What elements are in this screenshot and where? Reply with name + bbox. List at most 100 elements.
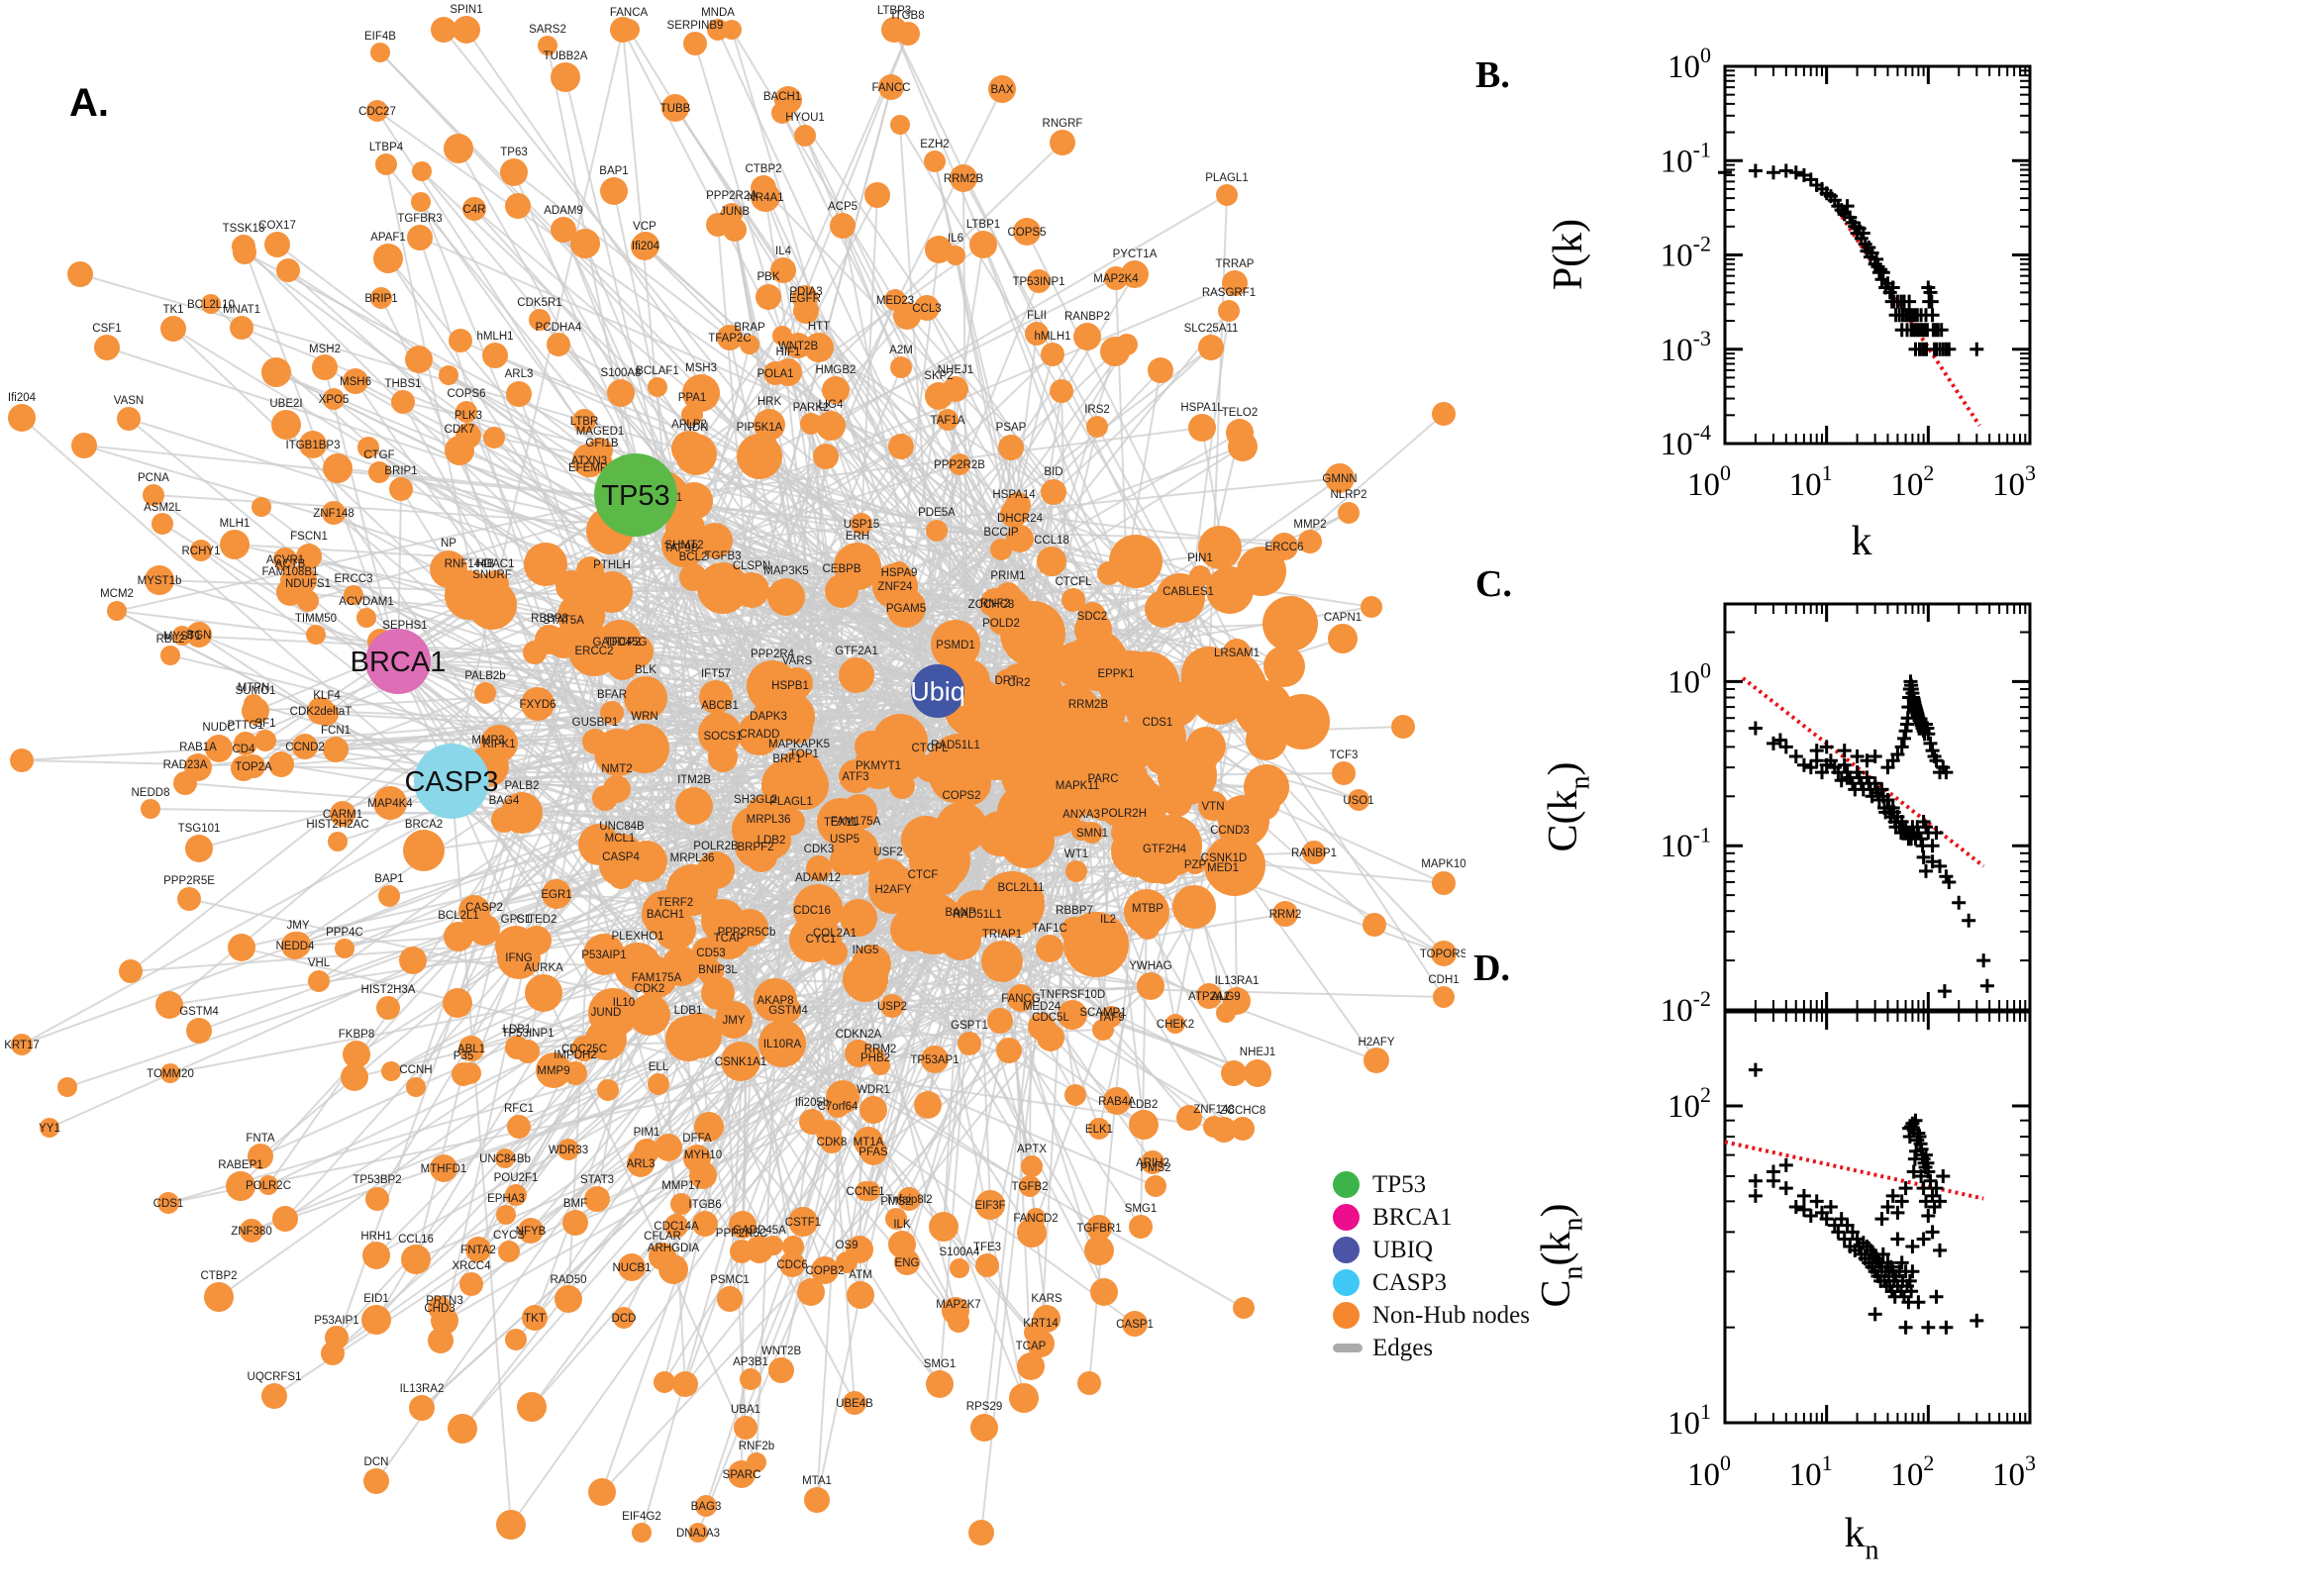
gene-label: PHB2: [860, 1052, 890, 1064]
gene-label: Ifi205b: [795, 1097, 830, 1109]
gene-label: MYH10: [684, 1149, 722, 1161]
gene-label: CSNK1D: [1201, 852, 1248, 864]
network-node: [664, 1214, 688, 1238]
network-node: [474, 682, 496, 704]
network-node: [220, 530, 250, 559]
network-node: [375, 153, 397, 175]
x-tick-label: 101: [1789, 460, 1833, 503]
ubiq-dot-icon: [1333, 1237, 1360, 1263]
gene-label: CCL18: [1034, 535, 1069, 547]
network-node: [756, 284, 781, 310]
gene-label: ARL3: [505, 368, 534, 380]
network-node: [1086, 416, 1108, 438]
network-node: [357, 437, 379, 458]
gene-label: RBL2: [156, 634, 185, 646]
gene-label: PPP2R4: [751, 648, 795, 660]
gene-label: ZCCHC8: [968, 599, 1015, 611]
network-node: [312, 354, 338, 380]
network-node: [248, 1144, 273, 1169]
gene-label: COL2A1: [813, 928, 857, 940]
gene-label: TUBB2A: [544, 50, 588, 62]
network-node: [190, 540, 212, 561]
gene-label: MSH3: [685, 362, 717, 374]
gene-label: C4R: [462, 204, 485, 216]
plot-frame: [1723, 1010, 2032, 1425]
gene-label: BACH1: [763, 91, 801, 103]
gene-label: RAD50: [550, 1274, 586, 1286]
protein-network-panel: TCAP Ifi204 NHEJ1 TP53INP1 P53AIP1 SMG1 H2AFY Z…: [4, 4, 1465, 1546]
legend: TP53 BRCA1 UBIQ CASP3 Non-Hub nodes Edge…: [1333, 1168, 1530, 1364]
gene-label: TGFBR1: [1076, 1223, 1121, 1235]
network-node: [507, 1115, 531, 1139]
network-node: [717, 325, 743, 350]
gene-label: ELK1: [1085, 1124, 1113, 1136]
gene-label: TERF2: [657, 897, 693, 909]
gene-label: HSPA1L: [1180, 402, 1224, 414]
network-node: [292, 734, 318, 759]
gene-label: PLK3: [454, 410, 482, 422]
network-node: [701, 976, 735, 1010]
gene-label: CTBP2: [745, 163, 781, 175]
fit-line: [1724, 1140, 1984, 1201]
gene-label: MNAT1: [223, 304, 260, 316]
legend-label: BRCA1: [1372, 1203, 1453, 1231]
gene-label: CDS1: [153, 1198, 184, 1210]
gene-label: FAM175A: [632, 972, 682, 984]
gene-label: ARHGDIA: [648, 1243, 700, 1254]
network-node: [851, 513, 872, 535]
gene-label: BGN: [187, 630, 212, 642]
gene-label: NUCB1: [613, 1262, 652, 1274]
hub-brca1: BRCA1: [351, 629, 446, 694]
gene-label: RRM2: [1269, 909, 1302, 921]
network-node: [523, 641, 547, 664]
network-node: [747, 1452, 766, 1472]
network-node: [931, 620, 980, 669]
network-node: [240, 1219, 263, 1243]
gene-label: LIG4: [819, 399, 845, 411]
network-labels: TCAP Ifi204 NHEJ1 TP53INP1 P53AIP1 SMG1 H2AFY Z…: [4, 4, 1465, 1540]
network-node: [285, 932, 311, 957]
hub-label: Ubiq: [910, 676, 965, 706]
gene-label: RNF2b: [739, 1441, 774, 1452]
network-node: [816, 411, 846, 441]
network-node: [495, 1148, 515, 1168]
gene-label: STAT3: [580, 1174, 614, 1186]
network-node: [1068, 751, 1108, 791]
network-node: [1021, 1155, 1043, 1177]
network-node: [975, 1190, 1005, 1220]
network-node: [1432, 871, 1456, 895]
network-node: [740, 1368, 761, 1390]
gene-label: BRAP: [734, 322, 765, 334]
network-node: [1006, 525, 1034, 552]
network-node: [969, 231, 997, 258]
gene-label: FKBP8: [339, 1029, 374, 1041]
network-node: [579, 577, 613, 611]
gene-label: KARS: [1031, 1293, 1062, 1305]
legend-item-tp53: TP53: [1333, 1168, 1530, 1201]
gene-label: FANCA: [610, 7, 649, 19]
network-node: [444, 922, 473, 951]
gene-label: MSH6: [340, 376, 371, 388]
gene-label: PLAGL1: [1205, 172, 1248, 184]
gene-label: VHL: [308, 957, 331, 969]
gene-label: FCN1: [321, 725, 351, 737]
y-tick-label: 101: [1667, 1399, 1711, 1442]
network-node: [276, 258, 300, 282]
network-node: [708, 743, 738, 772]
gene-label: RPS29: [966, 1401, 1002, 1413]
network-node: [1050, 379, 1073, 403]
gene-label: BAG3: [691, 1501, 722, 1513]
network-node: [299, 431, 327, 458]
gene-label: TOP2A: [235, 761, 272, 773]
gene-label: BRPF2: [737, 842, 773, 853]
gene-label: TUBB: [660, 103, 691, 115]
gene-label: ACVDAM1: [339, 596, 394, 608]
gene-label: WRN: [631, 711, 657, 723]
gene-label: USF2: [873, 847, 902, 858]
gene-label: GSTM4: [179, 1006, 219, 1018]
gene-label: SPIN1: [450, 4, 482, 16]
network-node: [230, 316, 253, 340]
hub-node: [365, 629, 431, 694]
network-node: [987, 1008, 1013, 1034]
network-node: [323, 737, 349, 762]
